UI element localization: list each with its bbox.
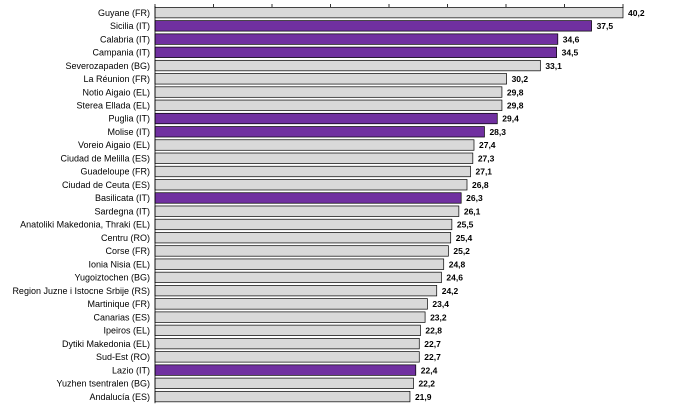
category-label: Region Juzne i Istocne Srbije (RS) [12, 286, 150, 296]
bar [154, 245, 449, 257]
category-label: Ciudad de Melilla (ES) [60, 153, 150, 163]
value-label: 24,8 [449, 259, 466, 269]
value-label: 28,3 [489, 127, 506, 137]
category-label: Sardegna (IT) [94, 206, 150, 216]
bar [154, 192, 462, 204]
bar [154, 232, 452, 244]
category-label: Notio Aigaio (EL) [82, 87, 150, 97]
value-label: 27,3 [478, 153, 495, 163]
category-label: Corse (FR) [106, 246, 151, 256]
value-label: 26,8 [472, 180, 489, 190]
value-label: 40,2 [628, 8, 645, 18]
value-label: 29,4 [502, 114, 519, 124]
value-label: 33,1 [545, 61, 562, 71]
category-label: Yugoiztochen (BG) [74, 273, 150, 283]
category-label: Andalucía (ES) [89, 392, 150, 402]
value-label: 22,2 [418, 379, 435, 389]
bar [154, 285, 438, 297]
bar [154, 126, 485, 138]
category-label: Sterea Ellada (EL) [76, 101, 150, 111]
bar [154, 298, 428, 310]
bar [154, 271, 442, 284]
bar [154, 99, 503, 111]
bar [154, 165, 471, 178]
value-label: 34,5 [562, 48, 579, 58]
bar [154, 258, 445, 270]
bar [154, 7, 624, 19]
category-label: Sud-Est (RO) [96, 352, 150, 362]
value-label: 34,6 [563, 34, 580, 44]
category-label: Guadeloupe (FR) [80, 167, 150, 177]
value-label: 26,1 [464, 206, 481, 216]
category-label: Martinique (FR) [87, 299, 150, 309]
value-label: 21,9 [415, 392, 432, 402]
category-label: Canarias (ES) [93, 312, 150, 322]
value-label: 24,6 [446, 273, 463, 283]
bar [154, 205, 460, 217]
value-label: 27,4 [479, 140, 496, 150]
category-label: Ciudad de Ceuta (ES) [62, 180, 150, 190]
value-label: 23,2 [430, 312, 447, 322]
bar [154, 377, 414, 389]
bar [154, 46, 557, 58]
value-label: 30,2 [512, 74, 529, 84]
bar [154, 364, 417, 376]
value-label: 37,5 [597, 21, 614, 31]
category-label: Molise (IT) [108, 127, 151, 137]
value-label: 24,2 [442, 286, 459, 296]
value-label: 25,2 [453, 246, 470, 256]
bar [154, 179, 468, 191]
category-label: Anatoliki Makedonia, Thraki (EL) [20, 220, 150, 230]
value-label: 29,8 [507, 101, 524, 111]
value-label: 22,4 [421, 365, 438, 375]
bar [154, 59, 541, 72]
bar [154, 33, 559, 45]
value-label: 27,1 [475, 167, 492, 177]
category-label: Campania (IT) [92, 48, 150, 58]
value-label: 26,3 [466, 193, 483, 203]
value-label: 25,5 [457, 220, 474, 230]
category-label: Guyane (FR) [98, 8, 150, 18]
value-label: 22,7 [424, 339, 441, 349]
category-label: Severozapaden (BG) [65, 61, 150, 71]
value-labels-group: 40,2 37,5 34,6 34,533,1 30,2 29,8 29,8 29,4 28,3… [415, 8, 645, 402]
category-labels-group: Guyane (FR) Sicilia (IT) Calabria (IT) Camp… [12, 8, 150, 402]
category-label: Sicilia (IT) [110, 21, 150, 31]
category-label: Calabria (IT) [100, 34, 150, 44]
value-label: 29,8 [507, 87, 524, 97]
top-axis-ticks [154, 4, 624, 8]
value-label: 22,7 [424, 352, 441, 362]
category-label: Voreio Aigaio (EL) [78, 140, 150, 150]
category-label: Lazio (IT) [112, 365, 150, 375]
bar [154, 20, 592, 32]
category-label: Basilicata (IT) [95, 193, 150, 203]
category-label: Dytiki Makedonia (EL) [62, 339, 150, 349]
category-label: La Réunion (FR) [83, 74, 150, 84]
value-label: 22,8 [425, 326, 442, 336]
category-label: Ipeiros (EL) [103, 326, 150, 336]
bar [154, 73, 507, 85]
category-label: Centru (RO) [101, 233, 150, 243]
bar [154, 152, 474, 164]
bar [154, 139, 475, 151]
category-label: Puglia (IT) [108, 114, 150, 124]
value-label: 23,4 [432, 299, 449, 309]
bar [154, 324, 421, 336]
category-label: Ionia Nisia (EL) [88, 259, 150, 269]
value-label: 25,4 [456, 233, 473, 243]
bar [154, 86, 503, 98]
bar [154, 311, 426, 323]
category-label: Yuzhen tsentralen (BG) [56, 379, 150, 389]
bar [154, 218, 453, 231]
bar [154, 112, 498, 125]
bar [154, 390, 411, 403]
bar [154, 351, 420, 363]
bar [154, 338, 420, 350]
